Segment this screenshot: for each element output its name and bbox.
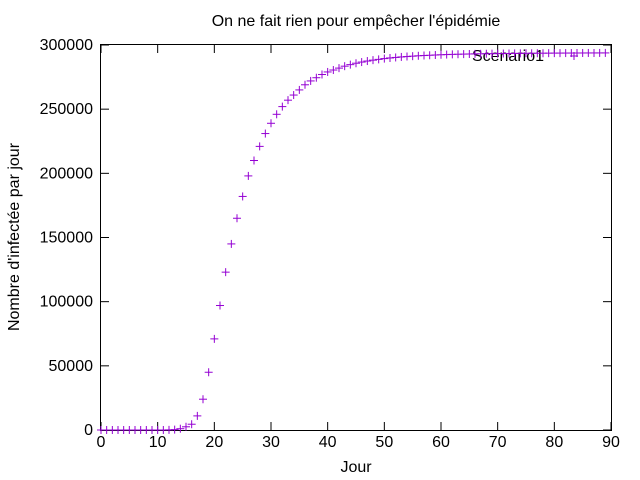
x-axis-title: Jour xyxy=(340,459,372,476)
data-point xyxy=(182,422,190,431)
data-point xyxy=(267,119,275,128)
data-series xyxy=(97,48,610,434)
x-axis: 0 10 20 30 40 50 60 70 80 90 xyxy=(97,45,620,451)
chart-title: On ne fait rien pour empêcher l'épidémie xyxy=(212,13,501,30)
data-point xyxy=(278,102,287,111)
data-point xyxy=(233,214,241,223)
data-point xyxy=(306,76,315,85)
data-point xyxy=(357,58,366,67)
data-point xyxy=(193,411,202,420)
y-tick-label: 300000 xyxy=(40,37,93,54)
data-point xyxy=(601,48,610,57)
legend: Scenario1 xyxy=(472,48,578,65)
data-point xyxy=(301,80,309,89)
y-tick-label: 250000 xyxy=(40,101,93,118)
data-point xyxy=(255,142,264,151)
data-point xyxy=(216,301,224,310)
y-tick-label: 200000 xyxy=(40,165,93,182)
y-axis: 0 50000 100000 150000 200000 250000 300000 xyxy=(40,37,611,439)
data-point xyxy=(386,53,394,62)
data-point xyxy=(176,424,185,433)
data-point xyxy=(284,96,292,105)
data-point xyxy=(244,171,253,180)
y-tick-label: 150000 xyxy=(40,230,93,247)
x-tick-label: 40 xyxy=(319,434,337,451)
data-point xyxy=(318,70,326,79)
data-point xyxy=(363,57,372,66)
x-tick-label: 70 xyxy=(489,434,507,451)
data-point xyxy=(204,368,213,377)
data-point xyxy=(187,420,196,429)
y-axis-title: Nombre d'infectée par jour xyxy=(6,142,23,331)
x-tick-label: 30 xyxy=(262,434,280,451)
y-tick-label: 50000 xyxy=(49,358,94,375)
data-point xyxy=(380,54,389,63)
data-point xyxy=(170,425,179,434)
x-tick-label: 80 xyxy=(545,434,563,451)
x-tick-label: 20 xyxy=(205,434,223,451)
data-point xyxy=(238,192,247,201)
x-tick-label: 60 xyxy=(432,434,450,451)
data-point xyxy=(335,64,343,73)
data-point xyxy=(312,73,321,82)
y-tick-label: 100000 xyxy=(40,294,93,311)
y-tick-label: 0 xyxy=(84,422,93,439)
legend-label: Scenario1 xyxy=(472,48,544,65)
data-point xyxy=(329,66,338,75)
x-tick-label: 0 xyxy=(97,434,106,451)
x-tick-label: 50 xyxy=(375,434,393,451)
data-point xyxy=(221,268,230,277)
data-point xyxy=(374,55,383,64)
x-tick-label: 90 xyxy=(602,434,620,451)
data-point xyxy=(227,239,236,248)
data-point xyxy=(250,156,258,165)
data-point xyxy=(272,110,281,119)
data-point xyxy=(369,56,377,65)
data-point xyxy=(352,59,360,68)
plot-frame xyxy=(100,44,612,431)
data-point xyxy=(295,85,304,94)
data-point xyxy=(346,60,355,69)
data-point xyxy=(261,129,270,138)
data-point xyxy=(210,334,219,343)
x-tick-label: 10 xyxy=(149,434,167,451)
data-point xyxy=(340,62,349,71)
data-point xyxy=(391,53,400,62)
data-point xyxy=(323,67,332,76)
data-point xyxy=(199,395,207,404)
data-point xyxy=(289,91,298,100)
